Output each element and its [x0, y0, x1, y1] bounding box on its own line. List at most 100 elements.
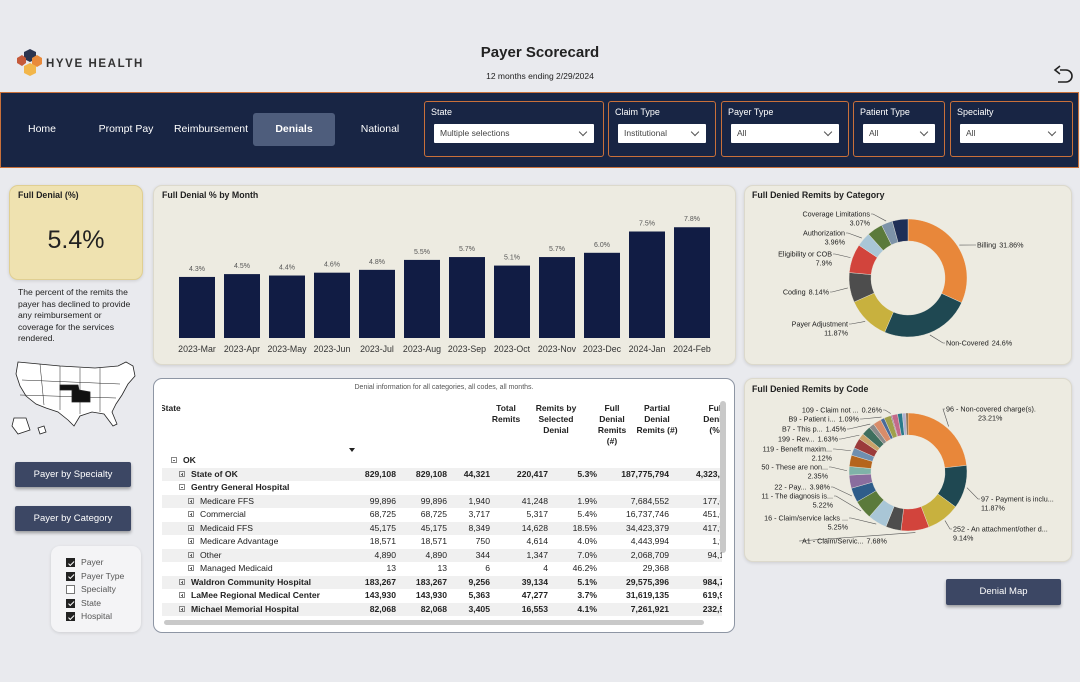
table-row: OK — [162, 454, 722, 467]
table-row: Medicare FFS 99,896 99,896 1,940 41,248 1.9% 7… — [162, 494, 722, 508]
table-cell: 44,321 — [463, 468, 490, 479]
table: State Total Remits Remits by Selected Deni… — [162, 399, 722, 629]
expand-toggle[interactable] — [188, 565, 194, 571]
column-header: State — [162, 403, 181, 413]
h-scrollbar[interactable] — [164, 620, 704, 625]
filter[interactable]: Claim Type Institutional — [608, 101, 716, 157]
table-cell: 47,277 — [521, 590, 548, 600]
nav-item[interactable]: Home — [27, 123, 56, 135]
filter[interactable]: Patient Type All — [853, 101, 945, 157]
v-scrollbar[interactable] — [720, 401, 726, 553]
expand-toggle[interactable] — [179, 605, 185, 612]
sort-indicator — [349, 448, 355, 452]
filter[interactable]: State Multiple selections — [424, 101, 604, 157]
table-cell: 94,16 — [707, 549, 722, 560]
checklist-item[interactable]: Payer — [51, 557, 141, 569]
button[interactable]: Payer by Specialty — [15, 462, 131, 487]
checkbox[interactable] — [66, 558, 75, 567]
table-cell: 82,068 — [369, 603, 396, 614]
checklist-label: Payer Type — [81, 570, 125, 581]
row-label: Medicare Advantage — [200, 536, 279, 546]
checkbox[interactable] — [66, 571, 75, 581]
button[interactable]: Denial Map — [946, 579, 1061, 605]
nav-item[interactable]: Denials — [253, 113, 335, 146]
table-cell: 14,628 — [521, 522, 548, 533]
filter-dropdown[interactable]: All — [863, 124, 935, 143]
page-title: Payer Scorecard — [480, 44, 600, 61]
checklist-item[interactable]: Payer Type — [51, 571, 141, 583]
table-cell: 3.7% — [577, 590, 597, 600]
checklist-item[interactable]: Specialty — [51, 584, 141, 596]
filter-label: Payer Type — [728, 107, 774, 117]
expand-toggle[interactable] — [171, 457, 177, 463]
column-header: Total Remits — [491, 403, 521, 424]
filter-dropdown[interactable]: All — [960, 124, 1063, 143]
table-cell: 177,68 — [702, 495, 722, 506]
expand-toggle[interactable] — [179, 578, 185, 585]
filter[interactable]: Specialty All — [950, 101, 1073, 157]
expand-toggle[interactable] — [188, 538, 194, 544]
expand-toggle[interactable] — [179, 484, 185, 490]
table-cell: 68,725 — [369, 509, 396, 519]
table-cell: 5,363 — [468, 590, 490, 600]
table-cell: 34,423,379 — [625, 522, 669, 533]
table-cell: 829,108 — [364, 468, 396, 479]
table-cell: 1,347 — [526, 549, 548, 560]
table-cell: 29,368 — [642, 563, 669, 573]
row-label: Commercial — [200, 509, 246, 519]
table-row: Michael Memorial Hospital 82,068 82,068 3,4… — [162, 602, 722, 616]
table-cell: 99,896 — [369, 495, 396, 506]
nav-item[interactable]: Reimbursement — [173, 123, 249, 135]
checklist-label: Payer — [81, 557, 104, 567]
checkbox[interactable] — [66, 585, 75, 594]
table-cell: 46.2% — [572, 563, 597, 573]
filter-dropdown[interactable]: All — [731, 124, 839, 143]
table-cell: 4,614 — [526, 536, 548, 546]
row-label: OK — [183, 455, 196, 465]
table-title: Denial information for all categories, a… — [354, 384, 534, 391]
row-label: Managed Medicaid — [200, 563, 273, 573]
button[interactable]: Payer by Category — [15, 506, 131, 531]
filter-label: Specialty — [957, 107, 994, 117]
table-cell: 829,108 — [415, 468, 447, 479]
column-header: Partial Denial Remits (#) — [636, 403, 678, 435]
nav-item[interactable]: Prompt Pay — [98, 123, 154, 135]
filter[interactable]: Payer Type All — [721, 101, 849, 157]
expand-toggle[interactable] — [179, 592, 185, 598]
expand-toggle[interactable] — [188, 524, 194, 531]
table-cell: 4.0% — [577, 536, 597, 546]
table-cell: 7.0% — [577, 549, 597, 560]
table-cell: 4.1% — [577, 603, 597, 614]
expand-toggle[interactable] — [188, 551, 194, 558]
expand-toggle[interactable] — [179, 470, 185, 477]
table-cell: 984,73 — [702, 576, 722, 587]
filter-dropdown[interactable]: Institutional — [618, 124, 706, 143]
table-cell: 619,91 — [702, 590, 722, 600]
table-cell: 451,63 — [702, 509, 722, 519]
kpi-description: The percent of the remits the payer has … — [18, 287, 131, 344]
table-cell: 18,571 — [369, 536, 396, 546]
expand-toggle[interactable] — [188, 497, 194, 504]
table-row: State of OK 829,108 829,108 44,321 220,417 5.… — [162, 467, 722, 481]
table-row: Other 4,890 4,890 344 1,347 7.0% 2,068,709 94,1… — [162, 548, 722, 562]
checklist-label: State — [81, 597, 102, 608]
table-cell: 750 — [475, 536, 490, 546]
row-label: Medicare FFS — [200, 495, 254, 506]
back-icon[interactable] — [1053, 65, 1073, 83]
table-cell: 45,175 — [420, 522, 447, 533]
checklist-item[interactable]: Hospital — [51, 611, 141, 623]
kpi-value: 5.4% — [47, 226, 105, 254]
table-cell: 3,405 — [468, 603, 490, 614]
table-cell: 13 — [437, 563, 447, 573]
checklist-item[interactable]: State — [51, 598, 141, 610]
row-label: Michael Memorial Hospital — [191, 603, 299, 614]
category-card — [744, 185, 1072, 365]
checkbox[interactable] — [66, 598, 75, 608]
table-cell: 4,443,994 — [630, 536, 669, 546]
checkbox[interactable] — [66, 612, 75, 621]
table-cell: 41,248 — [521, 495, 548, 506]
filter-dropdown[interactable]: Multiple selections — [434, 124, 594, 143]
nav-item[interactable]: National — [360, 123, 400, 135]
expand-toggle[interactable] — [188, 511, 194, 517]
code-card — [744, 378, 1072, 562]
